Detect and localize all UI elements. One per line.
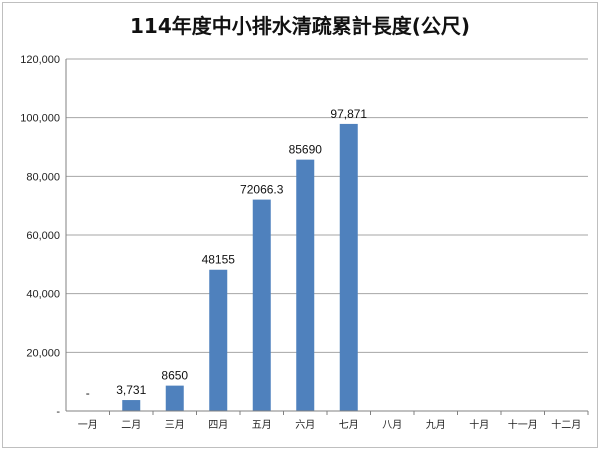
y-tick-label: - bbox=[56, 406, 60, 418]
data-label: 85690 bbox=[289, 143, 323, 157]
x-tick-label: 八月 bbox=[382, 419, 402, 431]
y-tick-label: 80,000 bbox=[26, 171, 60, 183]
y-axis-ticks: - 20,000 40,000 60,000 80,000 100,000 120,000 bbox=[20, 54, 60, 418]
bar bbox=[339, 123, 358, 411]
x-tick-label: 七月 bbox=[339, 419, 359, 431]
data-labels: - 3,731 8650 48155 72066.3 85690 97,871 bbox=[86, 107, 368, 400]
bars bbox=[122, 123, 358, 411]
data-label: 48155 bbox=[202, 253, 236, 267]
x-tick-label: 十二月 bbox=[551, 418, 581, 431]
bar bbox=[296, 159, 315, 411]
gridlines bbox=[65, 58, 588, 412]
x-tick-label: 三月 bbox=[165, 419, 185, 431]
y-tick-label: 120,000 bbox=[20, 54, 60, 66]
data-label: 8650 bbox=[161, 369, 188, 383]
x-tick-label: 十一月 bbox=[508, 418, 538, 431]
x-tick-label: 六月 bbox=[295, 419, 315, 431]
x-axis-ticks: 一月 二月 三月 四月 五月 六月 七月 八月 九月 十月 十一月 十二月 bbox=[66, 410, 589, 431]
bar bbox=[252, 199, 271, 411]
x-tick-label: 十月 bbox=[469, 418, 489, 431]
x-tick-label: 四月 bbox=[208, 419, 228, 431]
data-label: - bbox=[86, 386, 90, 400]
data-label: 97,871 bbox=[330, 107, 367, 121]
data-label: 3,731 bbox=[116, 383, 146, 397]
x-tick-label: 一月 bbox=[78, 419, 98, 431]
bar bbox=[165, 385, 184, 411]
y-tick-label: 20,000 bbox=[26, 347, 60, 359]
bar bbox=[209, 269, 228, 411]
x-tick-label: 二月 bbox=[121, 419, 141, 431]
bar bbox=[122, 400, 141, 411]
y-tick-label: 40,000 bbox=[26, 289, 60, 301]
y-tick-label: 60,000 bbox=[26, 230, 60, 242]
x-tick-label: 五月 bbox=[252, 419, 272, 431]
chart-title: 114年度中小排水清疏累計長度(公尺) bbox=[129, 14, 471, 38]
y-tick-label: 100,000 bbox=[20, 113, 60, 125]
x-tick-label: 九月 bbox=[426, 419, 446, 431]
data-label: 72066.3 bbox=[240, 183, 284, 197]
